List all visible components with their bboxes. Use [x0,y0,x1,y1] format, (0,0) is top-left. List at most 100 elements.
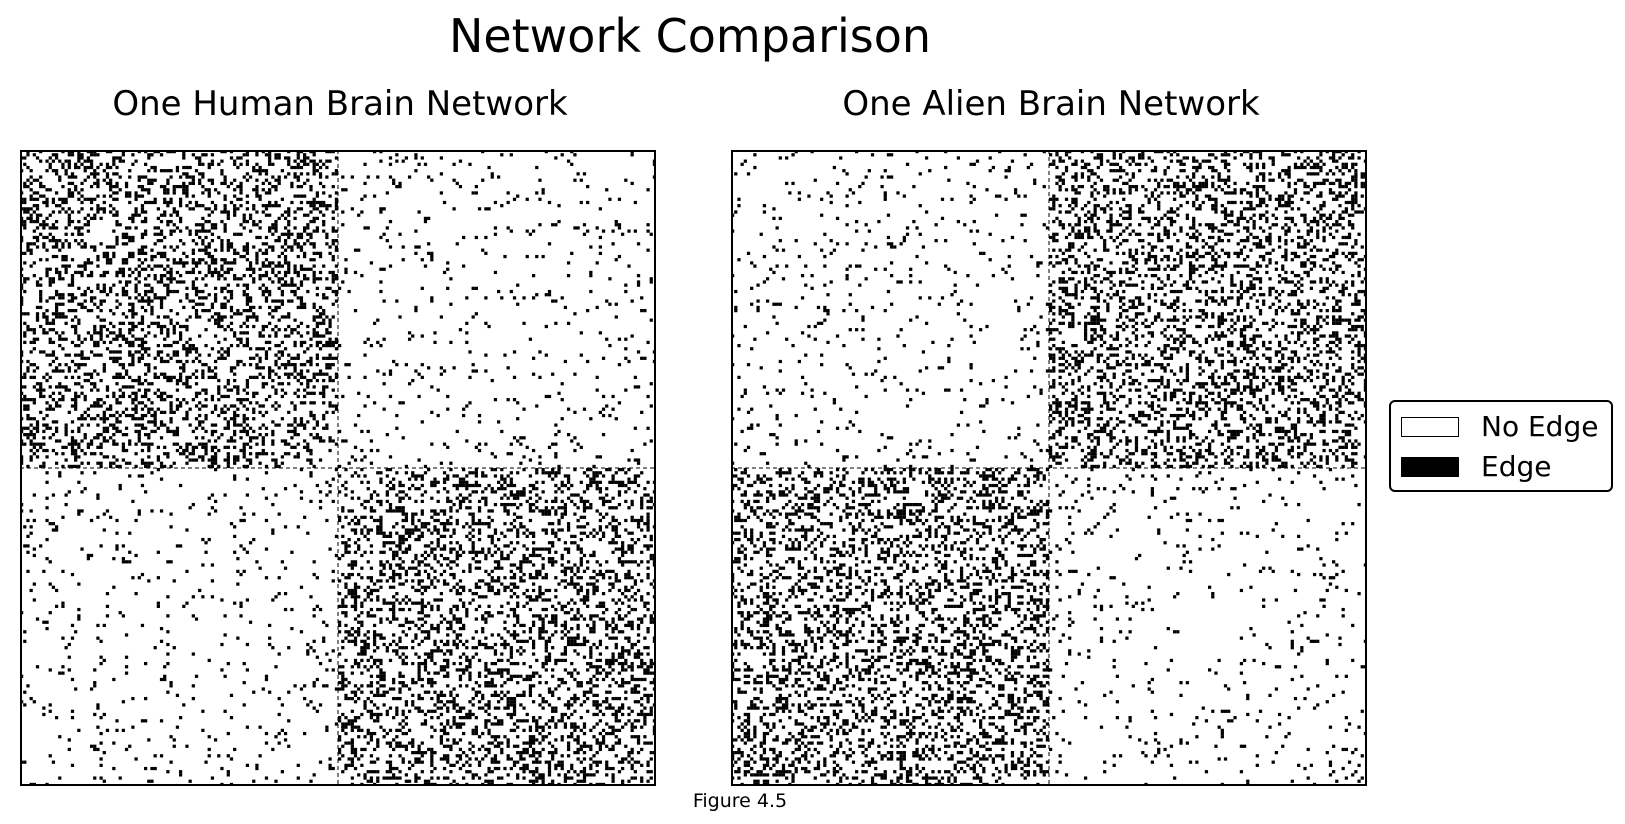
edge-cell [531,372,536,376]
edge-cell [51,280,56,284]
edge-cell [163,391,167,395]
edge-cell [83,242,87,246]
edge-cell [306,347,310,351]
edge-cell [140,305,145,310]
edge-cell [350,751,354,755]
edge-cell [541,188,545,192]
edge-cell [290,372,294,376]
edge-cell [191,652,195,656]
edge-cell [293,429,297,434]
edge-cell [430,251,434,255]
edge-cell [134,417,138,421]
edge-cell [363,700,367,704]
edge-cell [194,458,199,462]
edge-cell [290,245,294,249]
edge-cell [179,359,183,364]
edge-cell [172,744,176,748]
edge-cell [32,398,36,402]
edge-cell [185,175,189,179]
edge-cell [226,324,230,329]
edge-cell [245,550,250,554]
edge-cell [338,681,342,685]
edge-cell [175,398,180,402]
edge-cell [280,439,284,443]
edge-cell [344,677,348,682]
edge-cell [404,363,409,367]
edge-cell [109,350,113,354]
edge-cell [341,677,345,682]
edge-cell [306,378,310,383]
edge-cell [598,245,602,249]
edge-cell [369,655,374,659]
edge-cell [233,477,237,481]
edge-cell [268,181,272,186]
edge-cell [124,293,129,297]
edge-cell [233,204,237,208]
edge-cell [261,283,265,287]
edge-cell [169,277,173,281]
edge-cell [261,188,265,192]
edge-cell [341,671,345,675]
edge-cell [223,417,227,421]
edge-cell [239,448,243,453]
edge-cell [45,258,49,262]
edge-cell [54,302,59,306]
edge-cell [299,343,304,348]
edge-cell [204,550,208,554]
edge-cell [32,375,36,380]
edge-cell [420,477,424,481]
edge-cell [115,337,119,341]
edge-cell [325,372,329,376]
edge-cell [163,464,167,469]
edge-cell [236,343,240,348]
edge-cell [147,779,151,783]
edge-cell [369,674,374,678]
edge-cell [185,359,189,364]
edge-cell [109,356,113,360]
edge-cell [201,229,205,233]
edge-cell [344,439,348,443]
edge-cell [242,420,246,424]
edge-cell [299,248,304,252]
edge-cell [617,254,622,259]
edge-cell [42,242,46,246]
edge-cell [99,445,103,449]
edge-cell [315,293,319,297]
edge-cell [268,321,272,325]
edge-cell [210,181,215,186]
edge-cell [74,324,78,329]
edge-cell [102,712,106,717]
edge-cell [306,369,310,373]
edge-cell [80,413,84,418]
edge-cell [213,226,218,230]
edge-cell [649,277,653,281]
edge-cell [147,461,151,465]
edge-cell [392,773,396,777]
edge-cell [105,394,110,399]
edge-cell [465,321,469,325]
edge-cell [252,436,256,440]
edge-cell [353,658,358,663]
edge-cell [353,754,358,758]
edge-cell [283,216,288,221]
edge-cell [191,178,195,182]
edge-cell [86,229,91,233]
edge-cell [70,436,75,440]
edge-cell [128,340,132,345]
edge-cell [522,407,526,411]
edge-cell [290,607,294,612]
edge-cell [54,461,59,465]
edge-cell [175,359,180,364]
edge-cell [309,184,313,189]
edge-cell [388,506,393,510]
edge-cell [353,563,358,567]
edge-cell [325,366,329,370]
edge-cell [417,474,421,478]
edge-cell [385,770,389,774]
edge-cell [99,328,103,332]
edge-cell [204,391,208,395]
edge-cell [188,229,192,233]
edge-cell [93,248,97,252]
edge-cell [54,369,59,373]
edge-cell [277,356,281,360]
